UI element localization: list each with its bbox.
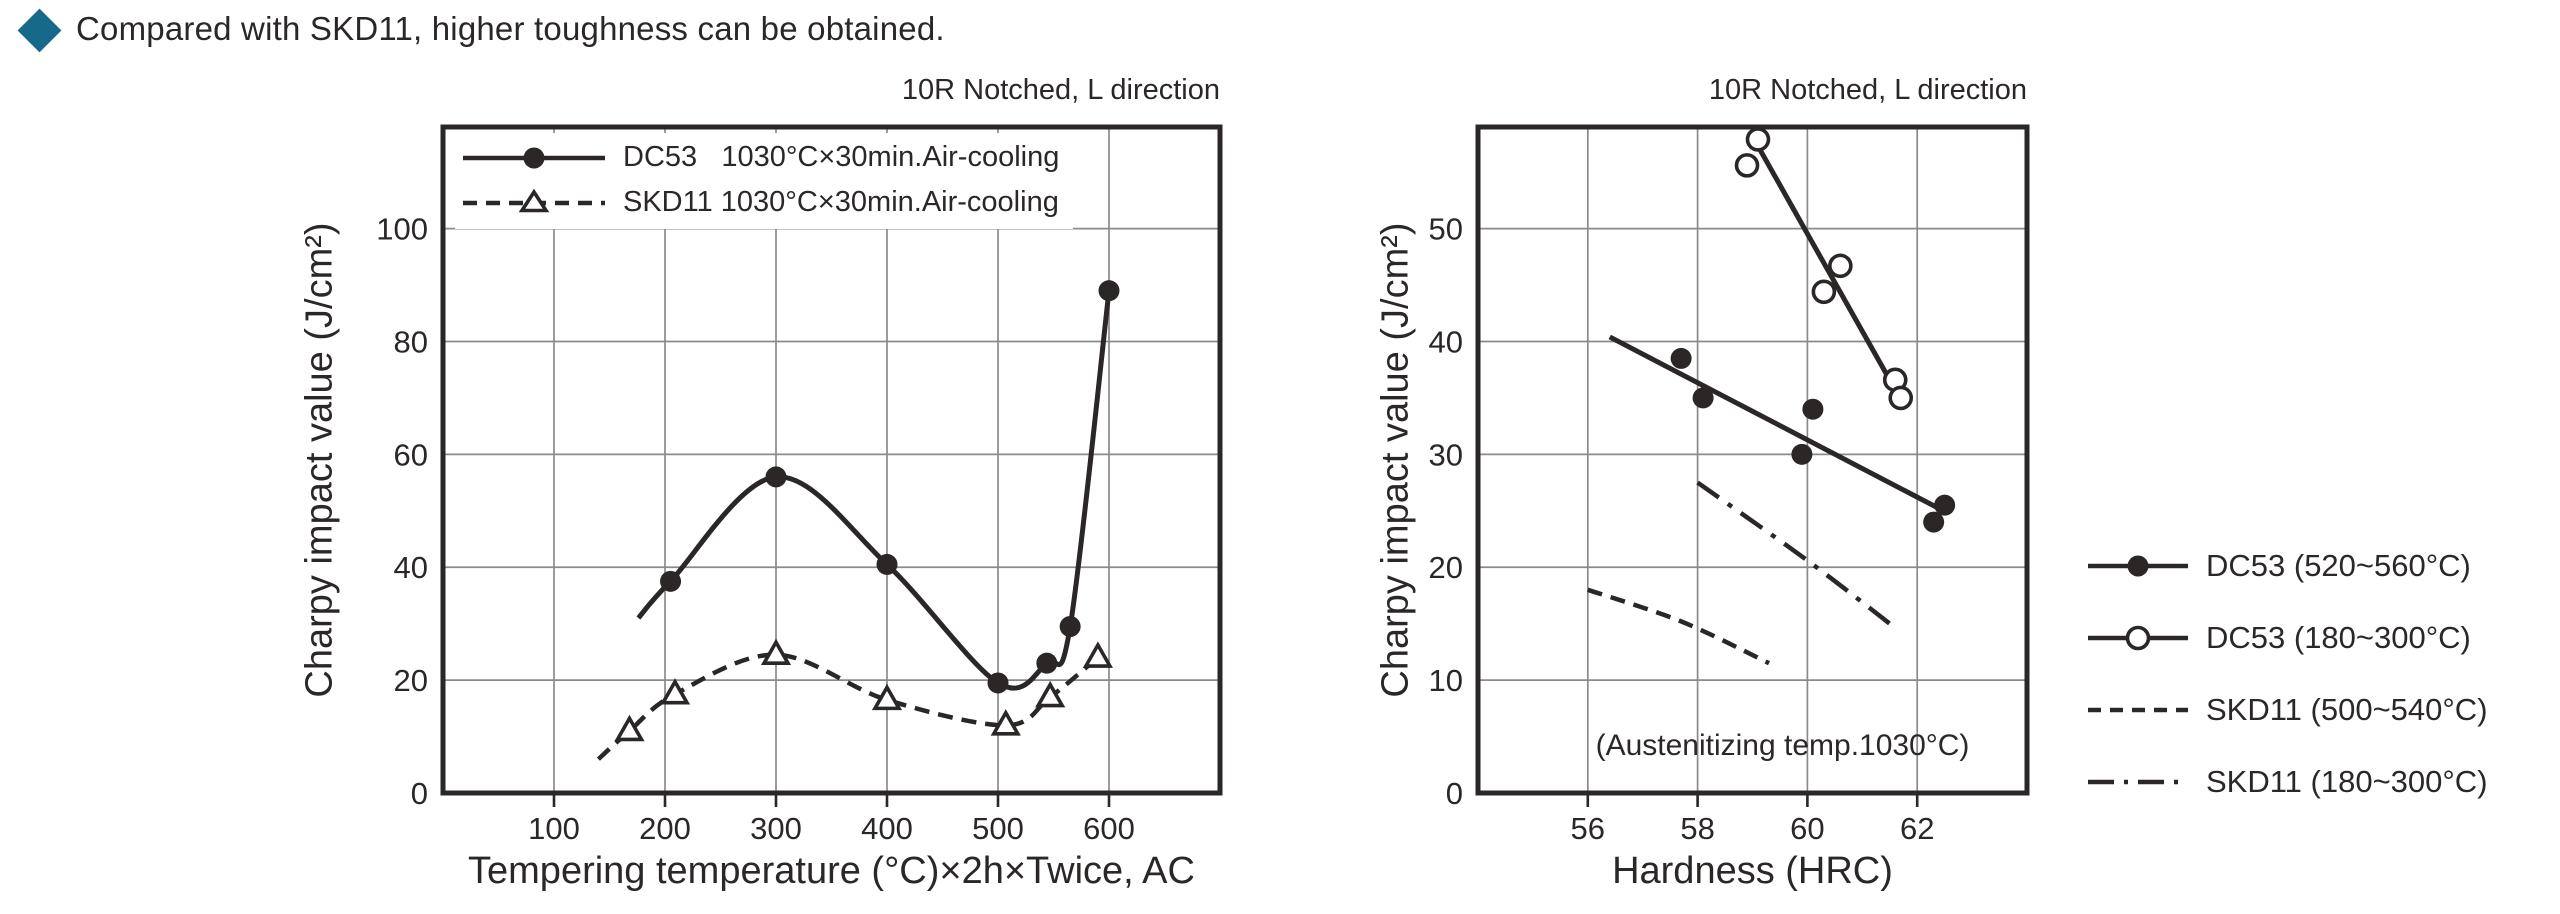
right-chart-note: 10R Notched, L direction [1708, 74, 2027, 106]
marker-open-triangle [614, 714, 645, 742]
marker-filled-circle [1923, 511, 1945, 533]
series-line [636, 290, 1112, 691]
series-line [596, 652, 1100, 761]
marker-open-triangle [659, 678, 691, 705]
marker-filled-circle [765, 466, 787, 488]
right-chart-x-axis-label: Hardness (HRC) [1612, 850, 1893, 892]
y-tick-label: 100 [376, 212, 428, 247]
y-tick-label: 60 [394, 437, 428, 472]
page-title: Compared with SKD11, higher toughness ca… [76, 10, 945, 47]
y-tick-label: 40 [394, 550, 428, 585]
x-tick-label: 400 [861, 811, 913, 846]
marker-filled-circle [660, 570, 682, 592]
solid-line-filled-circle-icon [463, 147, 605, 168]
x-tick-label: 62 [1900, 811, 1934, 846]
legend-item-skd11-high-temper: SKD11 (500~540°C) [2086, 674, 2488, 746]
marker-filled-circle [1802, 398, 1824, 420]
dash-dot-line-icon [2088, 779, 2188, 785]
y-tick-label: 40 [1429, 324, 1463, 359]
x-tick-label: 100 [528, 811, 580, 846]
marker-open-circle [1811, 279, 1837, 305]
plot-border [1475, 124, 2030, 796]
y-tick-label: 0 [411, 776, 428, 811]
marker-open-triangle [990, 709, 1021, 736]
x-tick-label: 600 [1083, 811, 1135, 846]
legend-label: DC53 (180~300°C) [2206, 620, 2471, 655]
x-tick-label: 200 [639, 811, 691, 846]
x-tick-label: 300 [750, 811, 802, 846]
x-tick-label: 56 [1571, 811, 1605, 846]
legend-label: DC53 (520~560°C) [2206, 548, 2471, 583]
y-tick-label: 80 [394, 324, 428, 359]
marker-open-circle [1828, 253, 1853, 279]
x-tick-label: 60 [1790, 811, 1824, 846]
marker-open-triangle [760, 638, 792, 666]
y-tick-label: 20 [1429, 550, 1463, 585]
y-tick-label: 10 [1429, 663, 1463, 698]
legend-label: SKD11 (180~300°C) [2206, 764, 2488, 799]
solid-line-filled-circle-icon [2088, 555, 2188, 577]
legend-item-skd11-low-temper: SKD11 (180~300°C) [2086, 746, 2488, 818]
marker-filled-circle [1692, 387, 1714, 409]
left-chart-y-axis-label: Charpy impact value (J/cm²) [298, 222, 341, 698]
y-tick-label: 30 [1429, 437, 1463, 472]
dashed-line-icon [2088, 707, 2188, 713]
legend-item-dc53-high-temper: DC53 (520~560°C) [2086, 530, 2488, 602]
legend-label: SKD11 (500~540°C) [2206, 692, 2488, 727]
plot-border [440, 124, 1223, 796]
series-line [1608, 334, 1941, 511]
legend-item-skd11: SKD11 1030°C×30min.Air-cooling [459, 180, 1059, 225]
marker-filled-circle [1670, 347, 1692, 369]
left-chart-x-axis-label: Tempering temperature (°C)×2h×Twice, AC [468, 850, 1195, 892]
marker-open-triangle [1035, 680, 1066, 708]
dashed-line-open-triangle-icon [463, 188, 605, 212]
legend-item-dc53: DC53 1030°C×30min.Air-cooling [459, 135, 1059, 180]
legend-label-dc53: DC53 1030°C×30min.Air-cooling [623, 141, 1060, 173]
y-tick-label: 0 [1446, 776, 1463, 811]
marker-open-triangle [1082, 641, 1114, 668]
marker-filled-circle [1098, 280, 1120, 302]
left-chart-note: 10R Notched, L direction [901, 74, 1220, 106]
left-chart-legend: DC53 1030°C×30min.Air-cooling SKD11 1030… [455, 133, 1074, 229]
marker-filled-circle [1791, 443, 1813, 465]
marker-filled-circle [1934, 494, 1956, 516]
legend-item-dc53-low-temper: DC53 (180~300°C) [2086, 602, 2488, 674]
marker-open-circle [1734, 153, 1760, 178]
series-line [1747, 130, 1901, 396]
series-line [1696, 480, 1892, 626]
x-tick-label: 58 [1680, 811, 1714, 846]
y-tick-label: 20 [394, 663, 428, 698]
marker-filled-circle [876, 553, 898, 575]
x-tick-label: 500 [972, 811, 1024, 846]
marker-filled-circle [1036, 652, 1058, 674]
austenitizing-temp-annotation: (Austenitizing temp.1030°C) [1595, 729, 1970, 762]
series-line [1587, 587, 1770, 666]
right-chart-legend: DC53 (520~560°C) DC53 (180~300°C) SKD11 … [2086, 530, 2488, 818]
marker-filled-circle [987, 672, 1009, 694]
marker-open-circle [1745, 127, 1771, 152]
y-tick-label: 50 [1429, 212, 1463, 247]
marker-open-circle [1888, 385, 1914, 411]
legend-label-skd11: SKD11 1030°C×30min.Air-cooling [623, 186, 1059, 218]
marker-filled-circle [1059, 616, 1081, 637]
marker-open-triangle [871, 683, 903, 711]
right-chart-y-axis-label: Charpy impact value (J/cm²) [1374, 222, 1417, 698]
solid-line-open-circle-icon [2088, 625, 2188, 651]
